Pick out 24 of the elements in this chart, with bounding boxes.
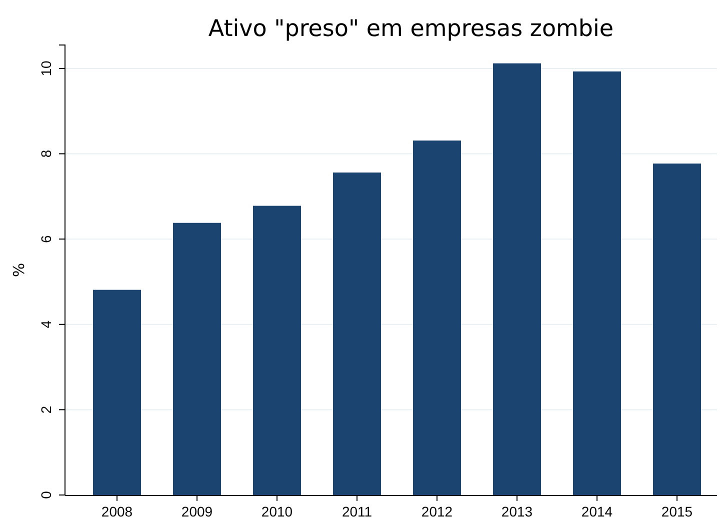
x-tick-label: 2014 (581, 504, 613, 518)
y-tick-label: 10 (38, 60, 54, 76)
bar (573, 71, 621, 495)
x-tick-label: 2012 (421, 504, 453, 518)
y-tick-label: 2 (38, 406, 54, 414)
y-tick-label: 6 (38, 234, 54, 243)
y-tick-label: 4 (38, 320, 54, 328)
y-axis-title: % (10, 262, 28, 278)
y-tick-label: 0 (38, 490, 54, 499)
bar (493, 63, 541, 495)
y-tick-label: 8 (38, 150, 54, 158)
x-tick-label: 2008 (101, 504, 133, 518)
bar (333, 172, 381, 495)
bar (413, 140, 461, 495)
bar (173, 222, 221, 495)
x-tick-label: 2013 (501, 504, 533, 518)
bar (253, 206, 301, 495)
chart-title: Ativo "preso" em empresas zombie (208, 16, 614, 42)
x-tick-label: 2010 (261, 504, 293, 518)
bar (93, 290, 141, 495)
x-tick-label: 2009 (181, 504, 213, 518)
bar (653, 164, 701, 495)
x-tick-label: 2015 (661, 504, 693, 518)
x-tick-label: 2011 (342, 504, 372, 518)
